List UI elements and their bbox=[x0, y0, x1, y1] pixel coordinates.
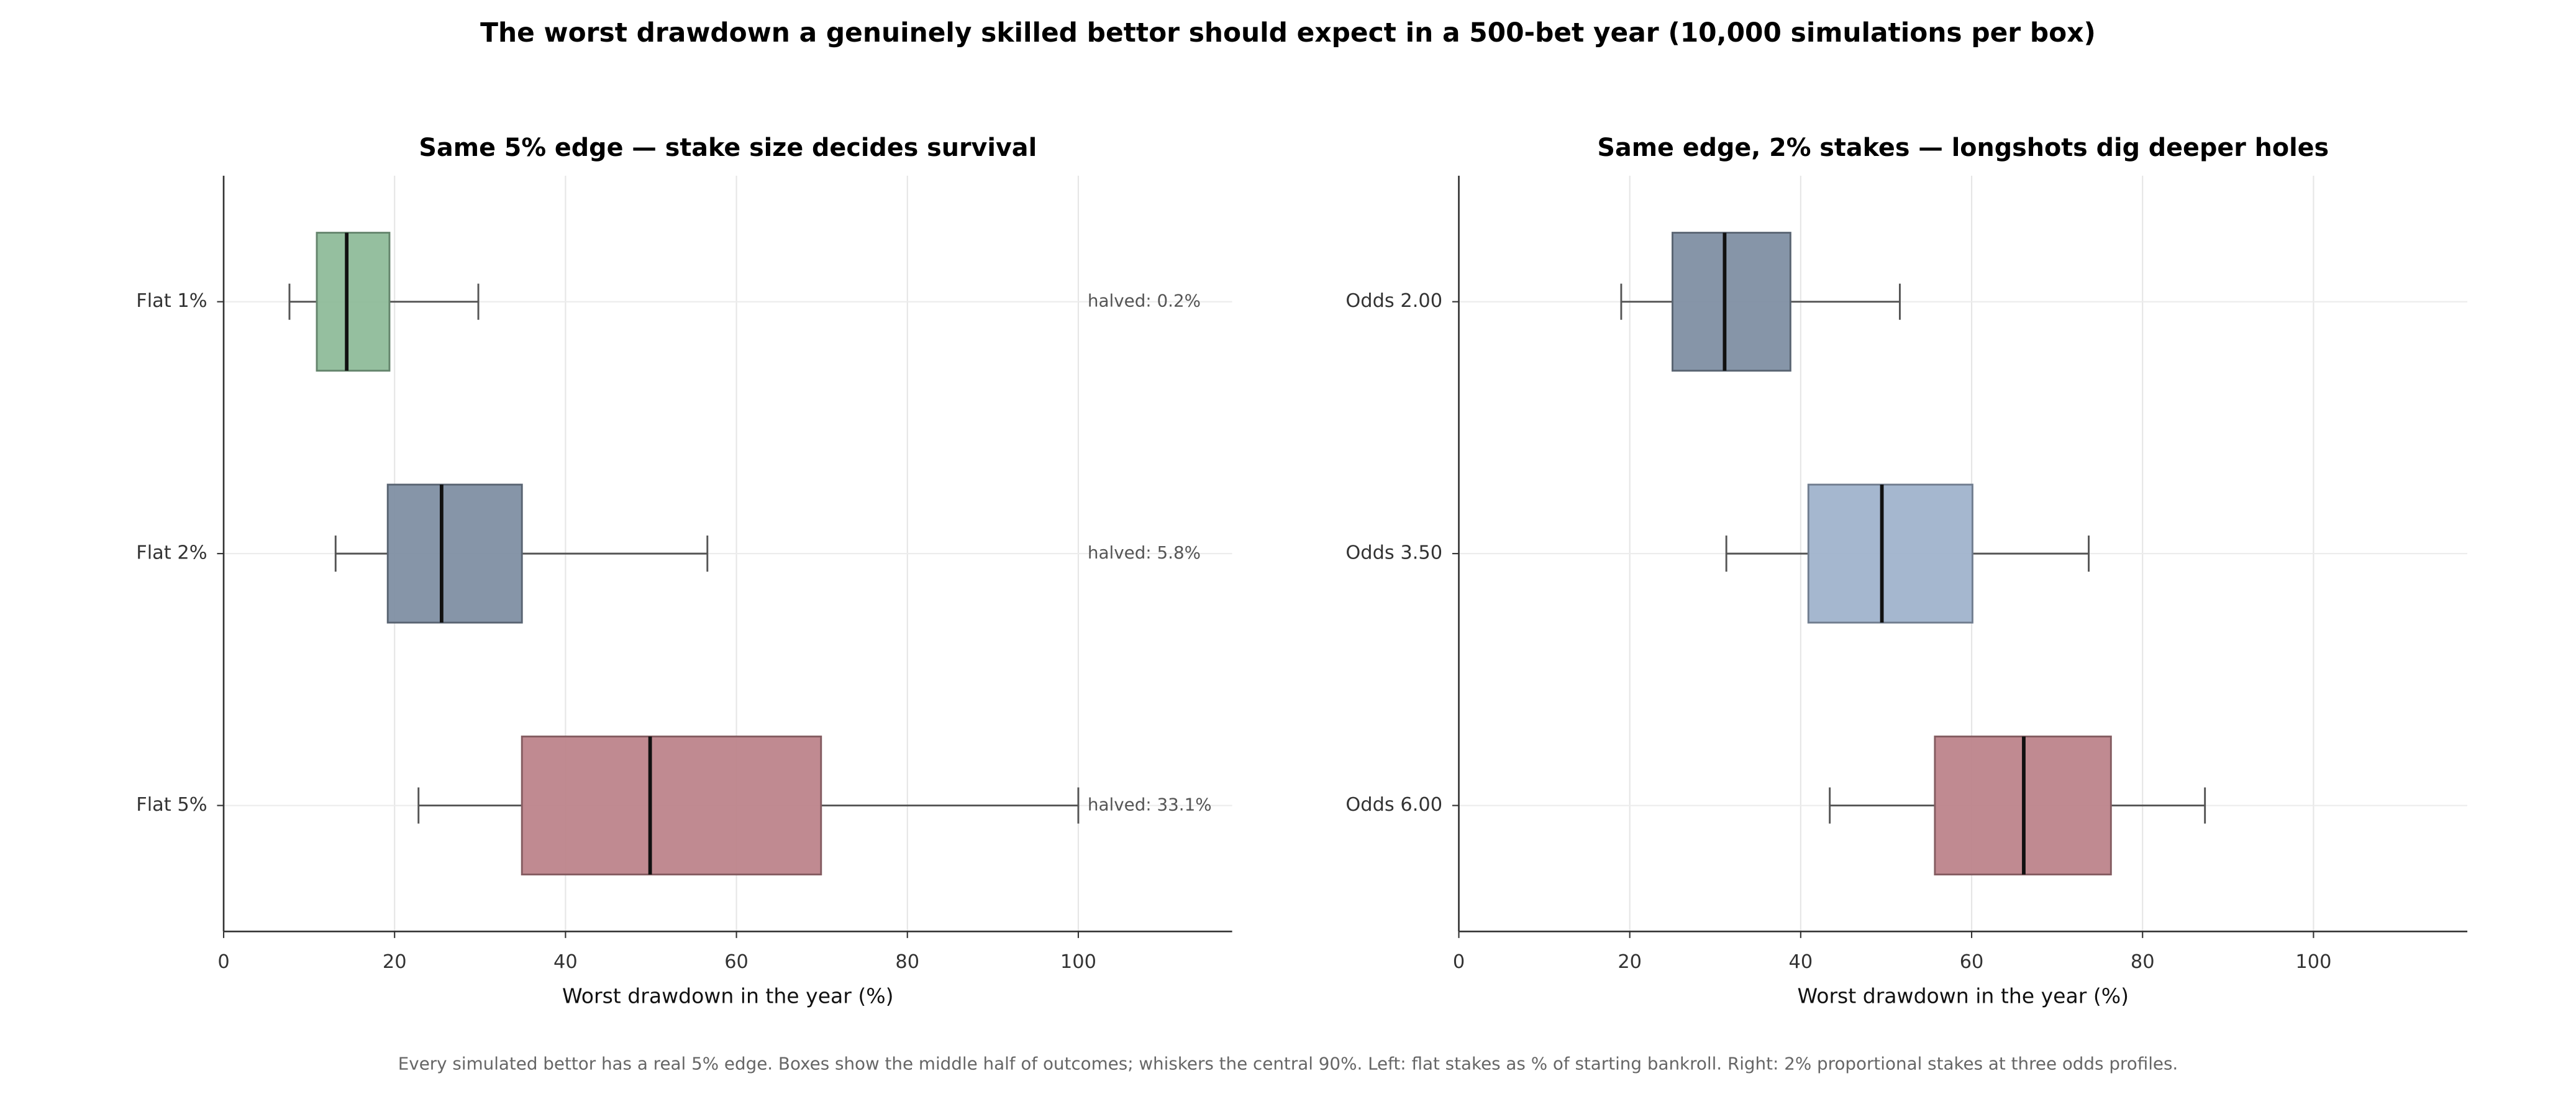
y-tick-label: Flat 5% bbox=[136, 794, 207, 816]
x-tick-label: 60 bbox=[1960, 951, 1984, 973]
y-tick-label: Flat 2% bbox=[136, 542, 207, 564]
box bbox=[316, 232, 391, 372]
annotation: halved: 33.1% bbox=[1088, 795, 1212, 815]
x-tick-label: 0 bbox=[217, 951, 229, 973]
suptitle: The worst drawdown a genuinely skilled b… bbox=[480, 17, 2096, 48]
panel: Same 5% edge — stake size decides surviv… bbox=[136, 134, 1232, 1008]
x-tick-label: 60 bbox=[724, 951, 749, 973]
x-tick-label: 0 bbox=[1453, 951, 1465, 973]
y-tick-label: Odds 2.00 bbox=[1345, 290, 1442, 312]
caption: Every simulated bettor has a real 5% edg… bbox=[398, 1053, 2178, 1074]
annotation: halved: 5.8% bbox=[1088, 542, 1201, 563]
x-tick-label: 80 bbox=[895, 951, 919, 973]
box bbox=[386, 483, 523, 624]
x-tick-label: 20 bbox=[1618, 951, 1642, 973]
panel-title: Same edge, 2% stakes — longshots dig dee… bbox=[1597, 134, 2329, 162]
box bbox=[1672, 232, 1791, 372]
y-tick-label: Odds 6.00 bbox=[1345, 794, 1442, 816]
annotation: halved: 0.2% bbox=[1088, 291, 1201, 311]
box bbox=[1807, 483, 1973, 624]
x-tick-label: 80 bbox=[2131, 951, 2155, 973]
y-tick-label: Flat 1% bbox=[136, 290, 207, 312]
x-axis-label: Worst drawdown in the year (%) bbox=[1798, 984, 2129, 1008]
y-tick-label: Odds 3.50 bbox=[1345, 542, 1442, 564]
panel-title: Same 5% edge — stake size decides surviv… bbox=[419, 134, 1037, 162]
x-tick-label: 100 bbox=[2295, 951, 2331, 973]
box bbox=[521, 736, 822, 876]
x-axis-label: Worst drawdown in the year (%) bbox=[562, 984, 894, 1008]
x-tick-label: 40 bbox=[553, 951, 578, 973]
panel: Same edge, 2% stakes — longshots dig dee… bbox=[1345, 134, 2468, 1008]
x-tick-label: 20 bbox=[383, 951, 407, 973]
x-tick-label: 40 bbox=[1789, 951, 1813, 973]
x-tick-label: 100 bbox=[1060, 951, 1096, 973]
